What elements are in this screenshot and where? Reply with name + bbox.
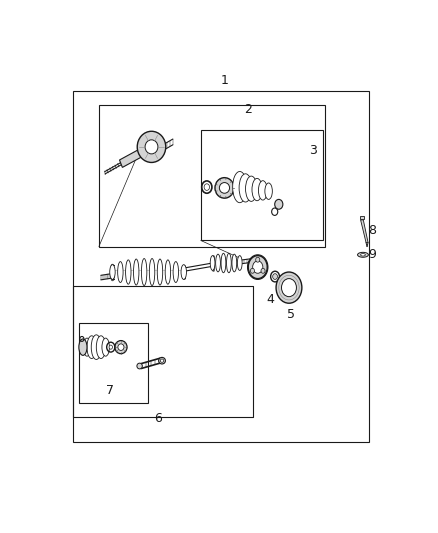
Ellipse shape [357,252,368,257]
Text: 5: 5 [286,308,295,321]
Ellipse shape [221,253,226,273]
Ellipse shape [253,261,263,273]
Text: 8: 8 [368,224,376,237]
Ellipse shape [204,184,209,190]
Ellipse shape [233,172,247,203]
Ellipse shape [265,183,272,199]
Text: 3: 3 [309,144,317,157]
Bar [74,91,369,441]
Ellipse shape [360,254,365,256]
Ellipse shape [118,344,124,350]
Ellipse shape [159,358,166,364]
Bar [99,105,325,247]
Ellipse shape [258,181,267,200]
Ellipse shape [271,271,279,282]
Ellipse shape [210,256,215,270]
Ellipse shape [248,256,267,279]
Text: 7: 7 [106,384,114,397]
Ellipse shape [110,265,115,279]
Ellipse shape [134,259,139,285]
Ellipse shape [102,338,110,356]
Ellipse shape [226,253,231,273]
Ellipse shape [282,279,297,297]
Polygon shape [360,216,364,219]
Ellipse shape [118,262,123,282]
Ellipse shape [96,336,106,359]
Ellipse shape [87,336,96,359]
Ellipse shape [215,254,220,272]
Ellipse shape [126,260,131,284]
Ellipse shape [83,338,91,356]
Bar [201,130,323,240]
Ellipse shape [141,259,147,286]
Ellipse shape [137,131,166,163]
Ellipse shape [219,183,230,193]
Ellipse shape [137,363,142,369]
Bar [74,286,253,417]
Bar [78,322,148,402]
Ellipse shape [273,273,277,279]
Ellipse shape [246,176,257,201]
Polygon shape [360,220,368,243]
Ellipse shape [237,256,242,270]
Ellipse shape [239,174,252,202]
Ellipse shape [115,341,127,354]
Ellipse shape [215,177,234,198]
Ellipse shape [256,257,260,262]
Ellipse shape [261,268,265,273]
Ellipse shape [149,259,155,286]
Text: 6: 6 [154,413,162,425]
Ellipse shape [181,265,187,279]
Ellipse shape [275,199,283,209]
Ellipse shape [232,254,237,272]
Ellipse shape [145,140,158,154]
Ellipse shape [91,335,102,359]
Text: 9: 9 [368,248,376,261]
Text: 4: 4 [266,294,274,306]
Ellipse shape [157,259,162,285]
Text: 2: 2 [244,103,252,116]
Ellipse shape [251,268,254,273]
Ellipse shape [165,260,171,284]
Polygon shape [120,149,143,167]
Ellipse shape [252,179,262,201]
Text: 1: 1 [221,74,228,87]
Ellipse shape [79,339,87,356]
Ellipse shape [276,272,302,303]
Ellipse shape [109,345,113,349]
Ellipse shape [160,359,164,362]
Ellipse shape [173,262,179,282]
